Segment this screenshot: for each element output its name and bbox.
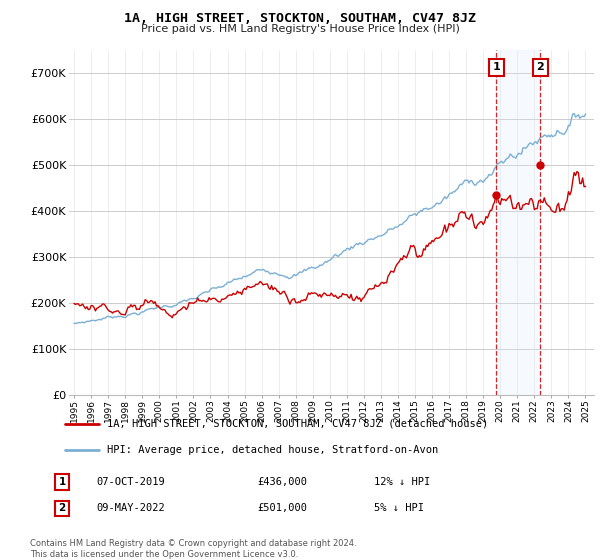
Text: 2: 2 (58, 503, 65, 514)
Text: 1A, HIGH STREET, STOCKTON, SOUTHAM, CV47 8JZ (detached house): 1A, HIGH STREET, STOCKTON, SOUTHAM, CV47… (107, 419, 488, 429)
Text: 2: 2 (536, 63, 544, 72)
Text: £436,000: £436,000 (257, 477, 307, 487)
Text: 07-OCT-2019: 07-OCT-2019 (97, 477, 166, 487)
Text: £501,000: £501,000 (257, 503, 307, 514)
Text: Contains HM Land Registry data © Crown copyright and database right 2024.
This d: Contains HM Land Registry data © Crown c… (30, 539, 356, 559)
Text: 09-MAY-2022: 09-MAY-2022 (97, 503, 166, 514)
Text: 1: 1 (493, 63, 500, 72)
Bar (496, 50, 541, 395)
Text: Price paid vs. HM Land Registry's House Price Index (HPI): Price paid vs. HM Land Registry's House … (140, 24, 460, 34)
Text: HPI: Average price, detached house, Stratford-on-Avon: HPI: Average price, detached house, Stra… (107, 445, 439, 455)
Text: 1: 1 (58, 477, 65, 487)
Text: 12% ↓ HPI: 12% ↓ HPI (374, 477, 431, 487)
Text: 5% ↓ HPI: 5% ↓ HPI (374, 503, 424, 514)
Text: 1A, HIGH STREET, STOCKTON, SOUTHAM, CV47 8JZ: 1A, HIGH STREET, STOCKTON, SOUTHAM, CV47… (124, 12, 476, 25)
